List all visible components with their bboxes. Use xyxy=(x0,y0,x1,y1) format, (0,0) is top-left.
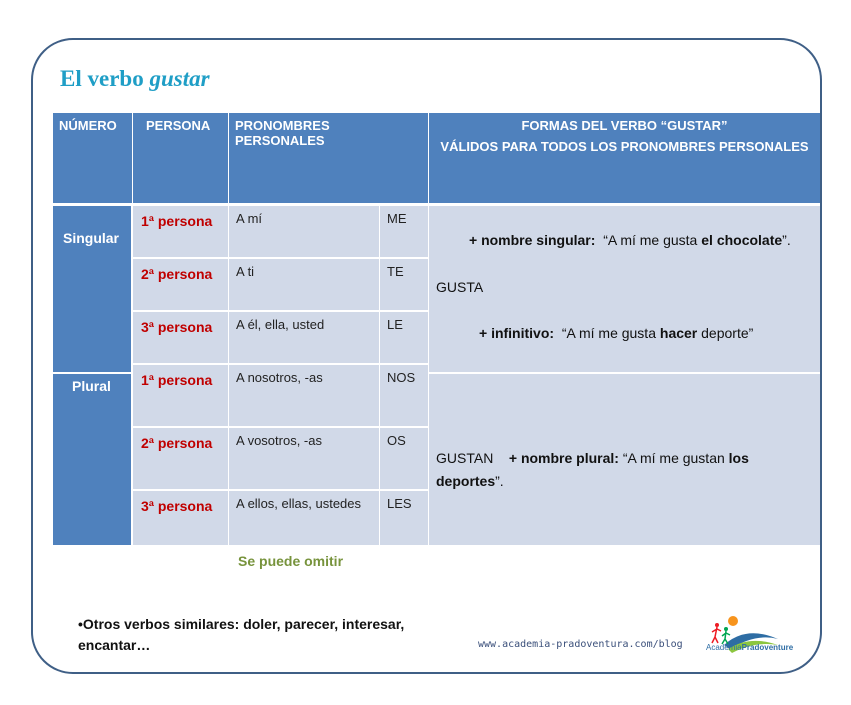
s1-end: ”. xyxy=(782,232,791,248)
row-6-pronombre: A ellos, ellas, ustedes xyxy=(229,491,379,545)
site-url[interactable]: www.academia-pradoventura.com/blog xyxy=(478,639,683,650)
page-title: El verbo gustar xyxy=(60,66,210,92)
row-5-persona: 2ª persona xyxy=(133,428,228,489)
row-4-pronombre: A nosotros, -as xyxy=(229,365,379,426)
singular-line-2: + infinitivo: “A mí me gusta hacer depor… xyxy=(479,325,753,341)
row-1-pronombre: A mí xyxy=(229,206,379,257)
singular-forms-block: + nombre singular: “A mí me gusta el cho… xyxy=(429,206,820,372)
p-bold2: los xyxy=(728,450,749,466)
header-pronombres-label: PRONOMBRES PERSONALES xyxy=(235,118,330,148)
numero-singular: Singular xyxy=(53,206,131,372)
s1-bold2: el chocolate xyxy=(701,232,783,248)
logo-text-1: Academia xyxy=(706,643,742,652)
s2-bold: + infinitivo: xyxy=(479,325,555,341)
row-2-pronombre: A ti xyxy=(229,259,379,310)
plural-label: Plural xyxy=(72,378,111,394)
row-3-forma: LE xyxy=(380,312,428,363)
logo-text-2: Pradoventure xyxy=(741,643,794,652)
row-1-persona: 1ª persona xyxy=(133,206,228,257)
header-persona: PERSONA xyxy=(133,113,228,203)
header-formas-line2: VÁLIDOS PARA TODOS LOS PRONOMBRES PERSON… xyxy=(440,139,809,154)
gusta-label: GUSTA xyxy=(436,279,484,295)
other-verbs-note: •Otros verbos similares: doler, parecer,… xyxy=(78,616,405,653)
logo-text: AcademiaPradoventure xyxy=(706,643,793,652)
singular-line-1: + nombre singular: “A mí me gusta el cho… xyxy=(469,232,791,248)
header-formas-line1: FORMAS DEL VERBO “GUSTAR” xyxy=(521,118,728,133)
header-persona-label: PERSONA xyxy=(146,118,211,133)
row-4-persona: 1ª persona xyxy=(133,365,228,426)
s2-end: deporte” xyxy=(697,325,754,341)
s2-text: “A mí me gusta xyxy=(554,325,660,341)
plural-forms-block: GUSTAN + nombre plural: “A mí me gustan … xyxy=(429,374,820,545)
omit-note: Se puede omitir xyxy=(238,553,344,569)
s1-bold: + nombre singular: xyxy=(469,232,596,248)
p-text1: “A mí me gustan xyxy=(618,450,729,466)
row-3-persona: 3ª persona xyxy=(133,312,228,363)
gustan-label: GUSTAN xyxy=(436,450,494,466)
row-1-forma: ME xyxy=(380,206,428,257)
s1-text: “A mí me gusta xyxy=(595,232,702,248)
academia-logo-icon xyxy=(711,616,778,653)
s2-bold2: hacer xyxy=(659,325,698,341)
row-2-forma: TE xyxy=(380,259,428,310)
row-2-persona: 2ª persona xyxy=(133,259,228,310)
singular-label: Singular xyxy=(63,230,120,246)
row-4-forma: NOS xyxy=(380,365,428,426)
row-3-pronombre: A él, ella, usted xyxy=(229,312,379,363)
header-formas: FORMAS DEL VERBO “GUSTAR” VÁLIDOS PARA T… xyxy=(429,113,820,203)
p-bold1: + nombre plural: xyxy=(508,450,619,466)
title-italic: gustar xyxy=(149,66,210,91)
plural-line: GUSTAN + nombre plural: “A mí me gustan … xyxy=(436,447,796,493)
p-bold3: deportes xyxy=(436,473,496,489)
header-numero-label: NÚMERO xyxy=(59,118,117,133)
numero-plural: Plural xyxy=(53,374,131,545)
row-6-forma: LES xyxy=(380,491,428,545)
row-6-persona: 3ª persona xyxy=(133,491,228,545)
header-numero: NÚMERO xyxy=(53,113,132,203)
row-5-forma: OS xyxy=(380,428,428,489)
title-main: El verbo xyxy=(60,66,150,91)
header-pronombres: PRONOMBRES PERSONALES xyxy=(229,113,428,203)
p-end: ”. xyxy=(495,473,504,489)
row-5-pronombre: A vosotros, -as xyxy=(229,428,379,489)
